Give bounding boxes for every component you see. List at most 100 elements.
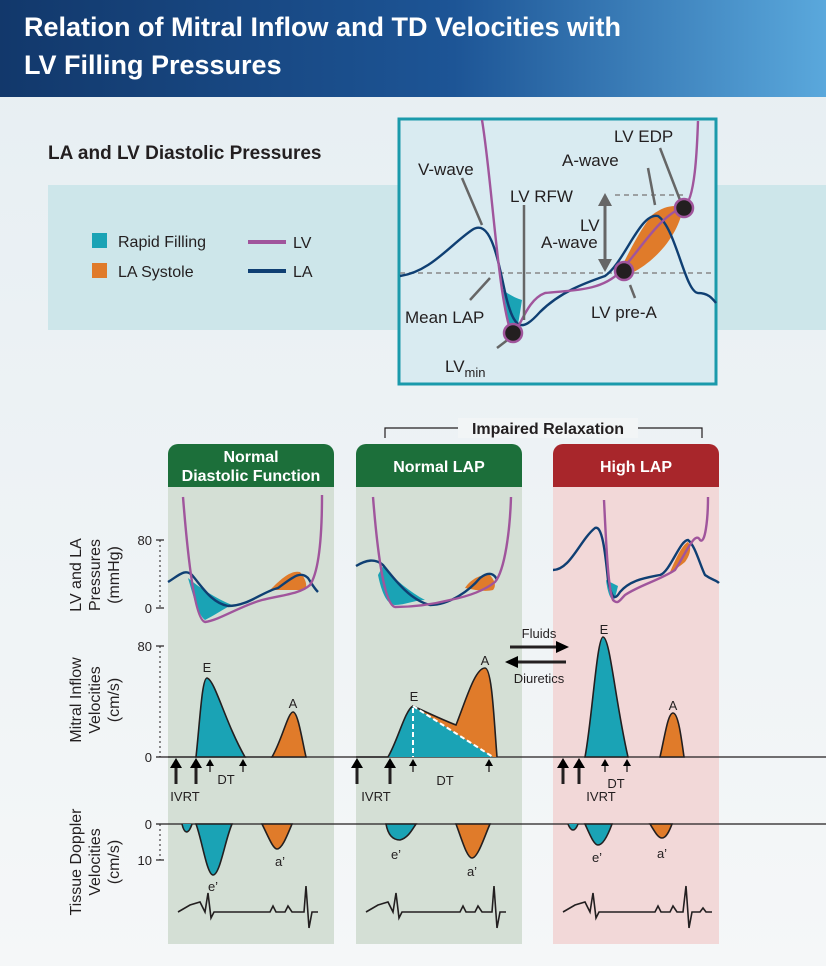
wave-label: A [669, 698, 678, 713]
tick-label: 10 [138, 853, 152, 868]
shape [454, 823, 492, 859]
shape [195, 677, 247, 758]
wave-label: a’ [657, 846, 667, 861]
shape [485, 759, 493, 766]
shape [620, 205, 683, 275]
panel-waves [552, 496, 720, 929]
shape [562, 885, 712, 929]
panel-title: Diastolic Function [182, 468, 321, 485]
shape [646, 167, 657, 206]
shape [628, 284, 637, 299]
inset-label: LV EDP [614, 127, 673, 146]
panel-header [553, 470, 719, 487]
shape [385, 823, 418, 841]
shape [181, 494, 324, 624]
shape [556, 641, 569, 653]
wave-label: A [289, 696, 298, 711]
panel-waves [167, 494, 324, 929]
shape [260, 823, 294, 850]
panel-title: Normal [223, 449, 278, 466]
shape [365, 885, 506, 929]
shape [602, 496, 710, 604]
inset-label: A-wave [541, 233, 598, 252]
shape [371, 496, 513, 609]
inset-label: Mean LAP [405, 308, 484, 327]
shape [601, 759, 609, 766]
panel-body [553, 470, 719, 944]
inset-label: A-wave [562, 151, 619, 170]
legend-swatch [92, 233, 107, 248]
tick-label: 0 [145, 750, 152, 765]
header-bar [0, 0, 826, 97]
tick-label: 0 [145, 601, 152, 616]
wave-label: E [203, 660, 212, 675]
shape [388, 706, 493, 757]
legend-swatch [92, 263, 107, 278]
row-label: LV and LA [68, 538, 85, 612]
therapy-arrows [505, 641, 569, 668]
wave-label: A [481, 653, 490, 668]
wave-label: a’ [467, 864, 477, 879]
legend-label: LA Systole [118, 264, 194, 281]
shape [573, 758, 585, 768]
shape [356, 667, 498, 758]
shape [170, 758, 182, 768]
wave-label: IVRT [170, 789, 199, 804]
panel-title: High LAP [600, 459, 672, 476]
row-label: Pressures [87, 539, 104, 611]
wave-label: DT [436, 773, 453, 788]
legend-label: LV [293, 235, 312, 252]
shape [351, 758, 363, 768]
group-label: Impaired Relaxation [472, 421, 624, 438]
therapy-label: Diuretics [514, 671, 565, 686]
shape [613, 260, 635, 282]
wave-label: IVRT [361, 789, 390, 804]
shape [648, 823, 674, 839]
panel-header [356, 470, 522, 487]
inset [397, 117, 718, 386]
tick-label: 0 [145, 817, 152, 832]
shape [670, 542, 691, 572]
shape [181, 823, 234, 876]
shape [623, 759, 631, 766]
panel-body [168, 470, 334, 944]
row-label: Velocities [87, 828, 104, 896]
title-line: LV Filling Pressures [24, 50, 282, 80]
shape [239, 759, 247, 766]
shape [397, 117, 718, 386]
inset-label-main: LV [445, 357, 465, 376]
shape [505, 656, 518, 668]
shape [502, 322, 524, 344]
panel-header [168, 470, 334, 487]
shape [384, 758, 396, 768]
row-label: Mitral Inflow [68, 657, 85, 743]
inset-label: LVmin [445, 357, 486, 380]
wave-label: DT [607, 776, 624, 791]
shape [177, 885, 318, 929]
wave-label: e’ [592, 850, 602, 865]
section-title: LA and LV Diastolic Pressures [48, 143, 321, 164]
shape [460, 177, 484, 226]
wave-label: e’ [208, 879, 218, 894]
row-label: Tissue Doppler [68, 808, 85, 916]
inset-label: LV [580, 216, 600, 235]
shape [190, 758, 202, 768]
therapy-label: Fluids [522, 626, 557, 641]
shape [188, 578, 232, 620]
shape [413, 668, 497, 757]
wave-label: e’ [391, 847, 401, 862]
inset-label-sub: min [465, 365, 486, 380]
inset-label: V-wave [418, 160, 474, 179]
panel-title: Normal LAP [393, 459, 485, 476]
bracket-label-bg [458, 418, 638, 438]
wave-label: a’ [275, 854, 285, 869]
title-line: Relation of Mitral Inflow and TD Velocit… [24, 12, 621, 42]
row-label: (mmHg) [106, 546, 123, 604]
row-label: (cm/s) [106, 678, 123, 722]
shape [552, 526, 720, 599]
legend-label: LA [293, 264, 313, 281]
legend-label: Rapid Filling [118, 234, 206, 251]
shape [673, 197, 695, 219]
wave-label: DT [217, 772, 234, 787]
